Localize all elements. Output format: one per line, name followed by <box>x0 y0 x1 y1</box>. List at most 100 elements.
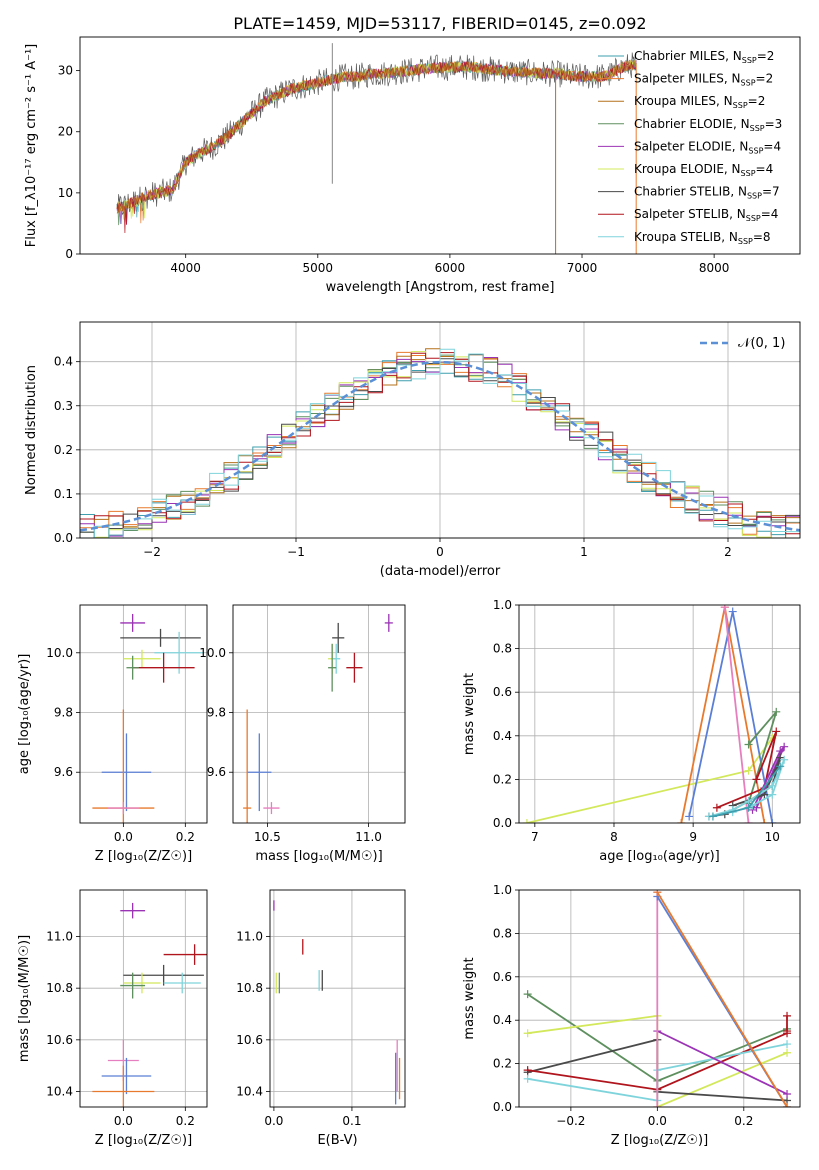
weight-marker <box>728 607 737 616</box>
weight-marker <box>783 1089 792 1098</box>
figure-title: PLATE=1459, MJD=53117, FIBERID=0145, z=0… <box>233 14 646 33</box>
spectrum-lines <box>116 43 637 254</box>
weight-lines <box>523 890 792 1107</box>
weight-marker <box>677 819 686 823</box>
legend-label: Chabrier STELIB, NSSP=7 <box>634 185 780 201</box>
x-axis-label: Z [log₁₀(Z/Z☉)] <box>95 1133 192 1148</box>
x-tick-label: 0.0 <box>114 830 133 844</box>
y-tick-label: 0.6 <box>493 970 512 984</box>
y-tick-label: 0 <box>65 247 73 261</box>
y-tick-label: 0.8 <box>493 926 512 940</box>
x-axis-label: Z [log₁₀(Z/Z☉)] <box>611 1133 708 1148</box>
x-tick-label: 4000 <box>170 261 201 275</box>
axes-frame <box>269 889 406 1108</box>
gaussian-curve <box>80 360 800 532</box>
axes-frame <box>79 604 208 824</box>
weight-line <box>723 607 750 823</box>
spectrum-series <box>116 60 637 226</box>
y-tick-label: 10.6 <box>46 1033 73 1047</box>
legend-label: Chabrier MILES, NSSP=2 <box>634 49 774 65</box>
legend-subscript: SSP <box>750 124 765 133</box>
legend-subscript: SSP <box>738 237 753 246</box>
legend-suffix: =3 <box>765 117 783 131</box>
weight-marker <box>685 812 694 821</box>
weight-marker <box>783 1011 792 1020</box>
y-tick-label: 10.0 <box>46 646 73 660</box>
y-tick-label: 9.6 <box>54 765 73 779</box>
x-tick-label: 0.0 <box>114 1114 133 1128</box>
y-tick-label: 0.4 <box>493 1013 512 1027</box>
weight-marker <box>776 762 785 771</box>
legend-suffix: =8 <box>753 230 771 244</box>
y-tick-label: 0.2 <box>493 1057 512 1071</box>
legend-suffix: =4 <box>761 207 779 221</box>
axes-frame <box>232 604 406 824</box>
weight-line <box>656 891 788 1107</box>
histogram-series <box>80 348 800 538</box>
y-tick-label: 11.0 <box>236 930 263 944</box>
x-tick-label: 0.1 <box>342 1114 361 1128</box>
legend-subscript: SSP <box>748 146 763 155</box>
legend-label: Kroupa ELODIE, NSSP=4 <box>634 162 773 178</box>
y-tick-label: 0.4 <box>54 355 73 369</box>
y-tick-label: 11.0 <box>46 930 73 944</box>
weight-marker <box>768 790 777 799</box>
legend-label: Chabrier ELODIE, NSSP=3 <box>634 117 782 133</box>
y-tick-label: 20 <box>58 125 73 139</box>
y-axis-label: age [log₁₀(age/yr)] <box>17 654 32 775</box>
x-tick-label: 0.2 <box>734 1114 753 1128</box>
weight-marker <box>783 1103 792 1107</box>
histogram-step <box>80 348 800 538</box>
y-tick-label: 0.8 <box>493 642 512 656</box>
y-tick-label: 10.8 <box>236 981 263 995</box>
legend-suffix: =7 <box>762 185 780 199</box>
axes-frame <box>79 36 801 255</box>
errorbar-points <box>273 900 401 1105</box>
legend-subscript: SSP <box>741 169 756 178</box>
weight-line <box>751 746 786 811</box>
y-tick-label: 9.8 <box>207 706 226 720</box>
x-tick-label: −1 <box>287 545 305 559</box>
y-tick-label: 10.8 <box>46 981 73 995</box>
x-tick-label: 10.5 <box>254 830 281 844</box>
errorbar-points <box>92 613 204 823</box>
weight-marker <box>768 819 777 823</box>
weight-lines <box>522 605 789 823</box>
weight-marker <box>523 990 532 999</box>
weight-marker <box>653 1103 662 1107</box>
axes-frame <box>79 889 208 1108</box>
spectrum-series <box>116 59 637 220</box>
y-tick-label: 0.2 <box>493 772 512 786</box>
legend-suffix: =4 <box>763 139 781 153</box>
weight-marker <box>720 605 729 612</box>
y-tick-label: 0.0 <box>493 816 512 830</box>
x-axis-label: age [log₁₀(age/yr)] <box>599 849 720 864</box>
x-tick-label: 8 <box>610 830 618 844</box>
weight-marker <box>744 819 753 823</box>
axes-frame <box>79 321 801 539</box>
legend-label: Salpeter ELODIE, NSSP=4 <box>634 139 781 155</box>
legend-label: Kroupa STELIB, NSSP=8 <box>634 230 771 246</box>
y-tick-label: 9.6 <box>207 765 226 779</box>
weight-marker <box>780 755 789 764</box>
weight-line <box>708 759 786 818</box>
x-tick-label: 7000 <box>567 261 598 275</box>
errorbar-points <box>92 902 207 1107</box>
weight-marker <box>522 819 531 823</box>
weight-marker <box>708 812 717 821</box>
y-tick-label: 9.8 <box>54 706 73 720</box>
y-tick-label: 1.0 <box>493 598 512 612</box>
legend-suffix: =2 <box>757 49 775 63</box>
legend-subscript: SSP <box>746 214 761 223</box>
weight-marker <box>523 1066 532 1075</box>
spectrum-series <box>116 60 637 225</box>
x-axis-label: mass [log₁₀(M/M☉)] <box>255 849 382 864</box>
weight-marker <box>523 1074 532 1083</box>
y-axis-label: mass [log₁₀(M/M☉)] <box>17 935 32 1062</box>
weight-line <box>716 731 778 809</box>
y-axis-label: mass weight <box>462 673 477 755</box>
x-tick-label: 10 <box>765 830 780 844</box>
legend-subscript: SSP <box>741 79 756 88</box>
x-tick-label: 2 <box>724 545 732 559</box>
